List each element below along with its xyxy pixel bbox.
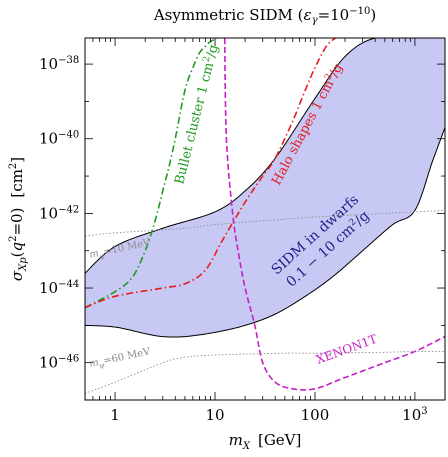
x-tick-label: 100: [301, 406, 330, 424]
sidm-band-area: [85, 37, 445, 337]
chart-title: Asymmetric SIDM (εγ=10−10): [153, 6, 376, 26]
mphi-60-label: mφ=60 MeV: [88, 346, 152, 372]
y-tick-label: 10−44: [39, 279, 79, 297]
x-tick-label: 103: [402, 406, 427, 424]
y-tick-label: 10−42: [39, 204, 79, 222]
y-tick-label: 10−46: [39, 354, 79, 372]
y-tick-label: 10−38: [39, 55, 79, 73]
x-axis-label: mX [GeV]: [229, 431, 302, 452]
band-layer: [85, 37, 445, 337]
bullet-cluster-label: Bullet cluster 1 cm2/g: [171, 43, 221, 186]
xenon-label: XENON1T: [314, 332, 379, 367]
y-axis-label: σXp(q2=0)[cm2]: [8, 157, 29, 281]
x-tick-label: 10: [205, 406, 224, 424]
x-tick-label: 1: [110, 406, 120, 424]
y-tick-label: 10−40: [39, 130, 79, 148]
